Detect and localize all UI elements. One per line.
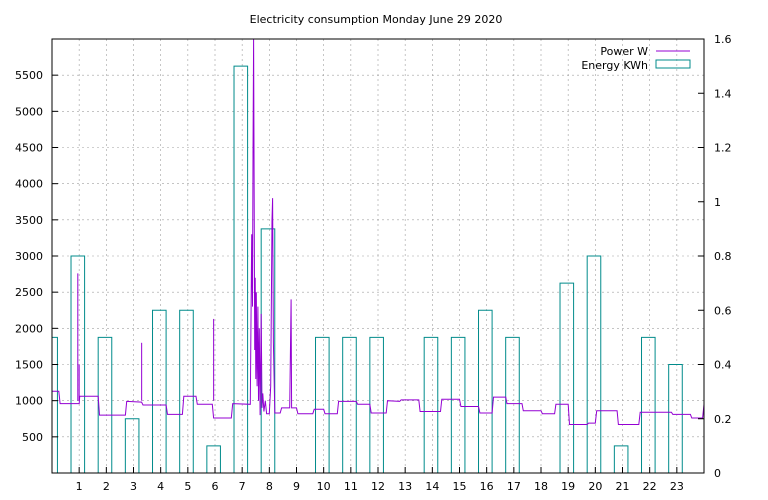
y-right-tick-label: 0.8 — [714, 250, 732, 263]
y-right-tick-label: 1.6 — [714, 33, 732, 46]
legend: Power W Energy KWh — [581, 45, 691, 72]
x-tick-label: 20 — [588, 480, 602, 493]
energy-bar — [315, 336, 330, 474]
energy-bar — [423, 336, 439, 474]
energy-bar — [179, 309, 194, 474]
energy-bar — [342, 336, 357, 474]
x-tick-label: 18 — [534, 480, 548, 493]
x-tick-label: 12 — [371, 480, 385, 493]
y-right-tick-label: 1 — [714, 196, 721, 209]
x-tick-label: 15 — [453, 480, 467, 493]
energy-bar — [369, 336, 384, 474]
y-left-tick-label: 500 — [22, 431, 43, 444]
x-tick-label: 23 — [670, 480, 684, 493]
y-axis-left: 500 1000 1500 2000 2500 3000 3500 4000 4500 5000 5… — [15, 69, 58, 444]
energy-bar — [613, 445, 629, 474]
power-series-line — [52, 38, 705, 425]
energy-bar — [668, 364, 683, 474]
x-tick-label: 3 — [130, 480, 137, 493]
x-tick-label: 13 — [398, 480, 412, 493]
y-left-tick-label: 3000 — [15, 250, 43, 263]
y-right-tick-label: 0.2 — [714, 413, 732, 426]
energy-bars — [51, 65, 683, 474]
energy-bar — [505, 336, 520, 474]
energy-bar — [206, 445, 221, 474]
y-left-tick-label: 2000 — [15, 322, 43, 335]
energy-bar — [641, 336, 656, 474]
energy-bar — [97, 336, 113, 474]
x-tick-label: 4 — [157, 480, 164, 493]
x-tick-label: 14 — [425, 480, 439, 493]
y-right-tick-label: 1.2 — [714, 142, 732, 155]
energy-bar — [478, 309, 493, 474]
y-left-tick-label: 2500 — [15, 286, 43, 299]
energy-bar — [124, 418, 140, 474]
x-tick-label: 8 — [266, 480, 273, 493]
y-left-tick-label: 4500 — [15, 142, 43, 155]
chart-title: Electricity consumption Monday June 29 2… — [250, 13, 503, 26]
y-left-tick-label: 3500 — [15, 214, 43, 227]
y-right-tick-label: 0 — [714, 467, 721, 480]
x-tick-label: 5 — [184, 480, 191, 493]
energy-bar — [152, 309, 167, 474]
energy-bar — [51, 336, 58, 474]
y-left-tick-label: 5500 — [15, 69, 43, 82]
x-tick-label: 10 — [317, 480, 331, 493]
x-tick-label: 16 — [480, 480, 494, 493]
x-tick-label: 21 — [616, 480, 630, 493]
power-line — [52, 38, 705, 425]
y-right-tick-label: 0.6 — [714, 304, 732, 317]
x-tick-label: 11 — [344, 480, 358, 493]
x-tick-label: 17 — [507, 480, 521, 493]
grid-lines — [52, 39, 704, 473]
y-right-tick-label: 0.4 — [714, 359, 732, 372]
energy-bar — [233, 65, 249, 474]
y-left-tick-label: 1500 — [15, 359, 43, 372]
y-left-tick-label: 5000 — [15, 105, 43, 118]
y-left-tick-label: 4000 — [15, 178, 43, 191]
x-tick-label: 2 — [103, 480, 110, 493]
legend-energy-label: Energy KWh — [581, 59, 648, 72]
x-tick-label: 7 — [239, 480, 246, 493]
energy-bar — [450, 336, 466, 474]
x-tick-label: 1 — [76, 480, 83, 493]
y-left-tick-label: 1000 — [15, 395, 43, 408]
x-axis: 1 2 3 4 5 6 7 8 9 10 11 12 13 14 15 16 17 18 19 20 21 22 23 — [76, 467, 684, 493]
energy-bar — [559, 282, 575, 474]
x-tick-label: 6 — [212, 480, 219, 493]
x-tick-label: 9 — [293, 480, 300, 493]
legend-energy-swatch — [655, 59, 691, 69]
y-right-tick-label: 1.4 — [714, 87, 732, 100]
x-tick-label: 19 — [561, 480, 575, 493]
legend-power-label: Power W — [600, 45, 648, 58]
x-tick-label: 22 — [643, 480, 657, 493]
y-axis-right: 0 0.2 0.4 0.6 0.8 1 1.2 1.4 1.6 — [698, 33, 732, 480]
